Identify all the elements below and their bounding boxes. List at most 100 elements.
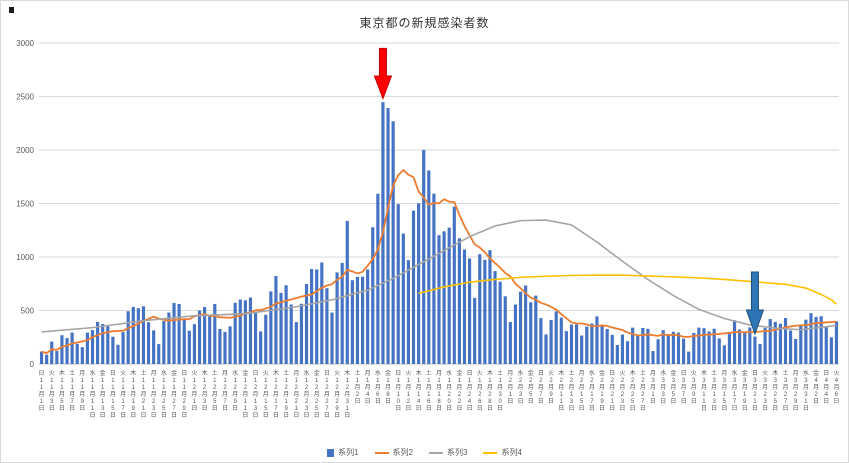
bar (90, 330, 95, 364)
bar (498, 281, 502, 364)
bar (340, 262, 344, 364)
bar (554, 311, 558, 364)
legend-item-series1: 系列1 (327, 447, 359, 458)
bar (804, 319, 808, 364)
bar (824, 326, 828, 364)
bar (513, 304, 518, 364)
bar (687, 351, 691, 364)
bar (106, 326, 110, 364)
bar (152, 330, 156, 364)
bar (299, 303, 303, 364)
bar (789, 330, 793, 364)
bar (569, 324, 574, 364)
bar (376, 193, 380, 364)
bar (366, 269, 370, 364)
y-tick-label: 3000 (16, 39, 34, 48)
blue-down-arrow (745, 271, 765, 336)
bar (284, 285, 288, 364)
bar (304, 283, 309, 364)
bar (350, 280, 354, 364)
bar (39, 351, 44, 364)
chart-title: 東京都の新規感染者数 (359, 16, 490, 30)
bar (610, 334, 614, 364)
bar (146, 322, 151, 364)
bar (829, 337, 833, 364)
bar (702, 328, 706, 364)
bar (467, 258, 472, 364)
bar (386, 108, 390, 364)
bar (371, 227, 375, 364)
series3-line (41, 219, 837, 333)
bar (483, 259, 487, 364)
bar (478, 254, 482, 364)
bar (763, 327, 767, 364)
bar (228, 326, 232, 364)
bar (360, 276, 365, 364)
bar (85, 332, 89, 364)
bar (294, 322, 298, 364)
bar (707, 331, 711, 364)
bar (575, 324, 579, 364)
bar (101, 323, 105, 364)
bar (809, 313, 813, 364)
red-down-arrow (373, 47, 393, 101)
bar (580, 335, 584, 364)
bar (539, 318, 543, 364)
bar (243, 300, 247, 364)
bar (289, 304, 293, 364)
bar (213, 303, 217, 364)
bar (422, 149, 426, 364)
bar (503, 296, 507, 364)
bar (279, 292, 283, 364)
bar (269, 291, 273, 364)
bar (508, 321, 512, 364)
legend-item-series3: 系列3 (429, 447, 467, 458)
bar (223, 332, 227, 364)
bar (462, 249, 467, 364)
bar (819, 316, 823, 364)
bar (355, 276, 360, 364)
bar (182, 319, 186, 364)
series2-line-marker-icon (374, 451, 389, 454)
bar (96, 321, 100, 364)
bar (60, 335, 64, 364)
bar (406, 260, 411, 364)
bar (136, 308, 140, 364)
series4-label: 系列4 (501, 448, 522, 457)
bar (396, 204, 400, 364)
bar (534, 295, 538, 364)
bar (493, 271, 497, 364)
